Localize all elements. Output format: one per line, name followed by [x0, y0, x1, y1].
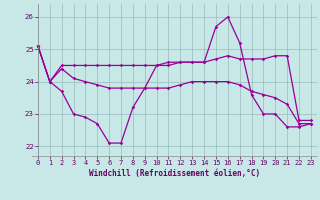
X-axis label: Windchill (Refroidissement éolien,°C): Windchill (Refroidissement éolien,°C)	[89, 169, 260, 178]
